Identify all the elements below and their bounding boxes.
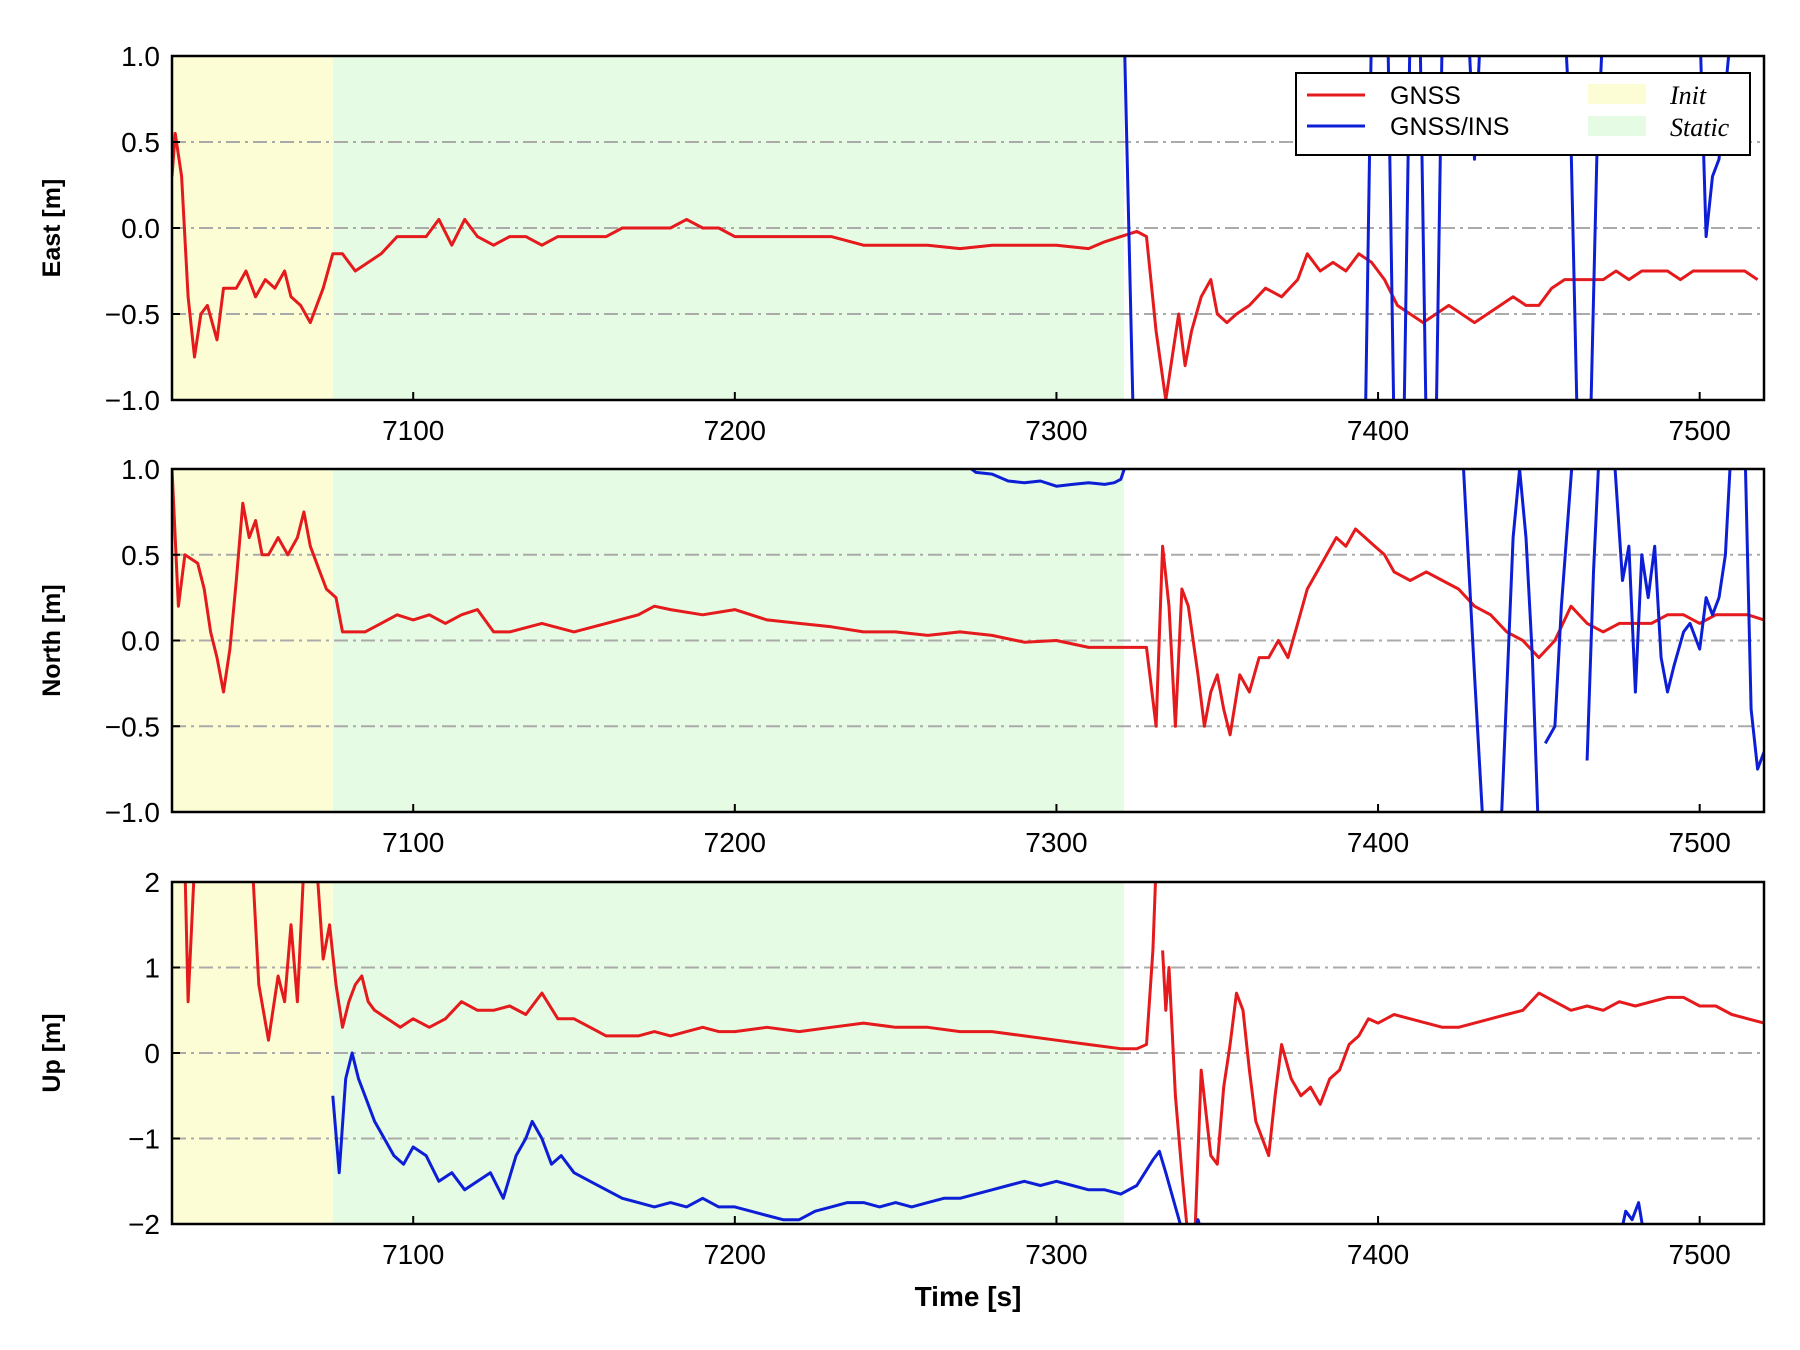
series-gnss-ins: [968, 469, 1764, 812]
x-tick-label: 7500: [1669, 827, 1731, 858]
legend-box: [1295, 72, 1751, 156]
y-tick-label: 2: [144, 867, 160, 898]
x-tick-label: 7300: [1025, 415, 1087, 446]
y-tick-label: 0.5: [121, 540, 160, 571]
series-gnss: [172, 469, 1764, 737]
x-tick-label: 7400: [1347, 827, 1409, 858]
x-tick-label: 7100: [382, 1239, 444, 1270]
series-gnss-ins: [331, 1051, 1644, 1224]
x-tick-label: 7400: [1347, 1239, 1409, 1270]
y-axis-label: North [m]: [38, 584, 66, 696]
y-tick-label: 1.0: [121, 454, 160, 485]
x-tick-label: 7200: [704, 827, 766, 858]
y-tick-label: −1.0: [105, 385, 160, 416]
panels-layer: −1.0 −0.5 0.0 0.5 1.0 7100 7200 7300 7400 7500 Eas…: [38, 41, 1766, 1270]
x-axis-label: Time [s]: [915, 1281, 1022, 1312]
legend-label-static: Static: [1670, 113, 1730, 142]
y-tick-label: −2: [128, 1209, 160, 1240]
y-tick-label: 1: [144, 953, 160, 984]
x-tick-label: 7500: [1669, 415, 1731, 446]
series-layer: [172, 469, 1764, 812]
y-tick-label: −0.5: [105, 711, 160, 742]
y-tick-label: 0.0: [121, 213, 160, 244]
panel-0: −1.0 −0.5 0.0 0.5 1.0 7100 7200 7300 7400 7500 Eas…: [38, 41, 1766, 446]
series-layer: [183, 882, 1764, 1224]
x-tick-label: 7300: [1025, 1239, 1087, 1270]
region-init: [172, 56, 333, 400]
y-tick-label: 1.0: [121, 41, 160, 72]
x-tick-label: 7100: [382, 415, 444, 446]
legend-patch-static: [1588, 116, 1646, 136]
y-tick-label: −1: [128, 1124, 160, 1155]
series-gnss: [172, 131, 1759, 400]
y-tick-label: −1.0: [105, 797, 160, 828]
legend-label-init: Init: [1669, 81, 1707, 110]
y-tick-label: −0.5: [105, 299, 160, 330]
x-tick-label: 7200: [704, 1239, 766, 1270]
legend-label-gnss: GNSS: [1390, 82, 1461, 110]
legend-patch-init: [1588, 84, 1646, 104]
x-tick-label: 7100: [382, 827, 444, 858]
y-tick-label: 0: [144, 1038, 160, 1069]
x-tick-label: 7300: [1025, 827, 1087, 858]
y-tick-label: 0.0: [121, 626, 160, 657]
legend-label-gnss-ins: GNSS/INS: [1390, 113, 1509, 141]
panel-1: −1.0 −0.5 0.0 0.5 1.0 7100 7200 7300 7400 7500 Nor…: [38, 454, 1766, 858]
series-gnss: [183, 882, 1764, 1224]
panel-2: −2 −1 0 1 2 7100 7200 7300 7400 7500 Up [m]: [38, 867, 1766, 1270]
region-init: [172, 882, 333, 1224]
y-axis-label: East [m]: [38, 179, 66, 278]
y-axis-label: Up [m]: [38, 1013, 66, 1092]
x-tick-label: 7500: [1669, 1239, 1731, 1270]
y-tick-label: 0.5: [121, 127, 160, 158]
x-tick-label: 7200: [704, 415, 766, 446]
legend: GNSS GNSS/INS Init Static: [1295, 72, 1751, 156]
x-tick-label: 7400: [1347, 415, 1409, 446]
